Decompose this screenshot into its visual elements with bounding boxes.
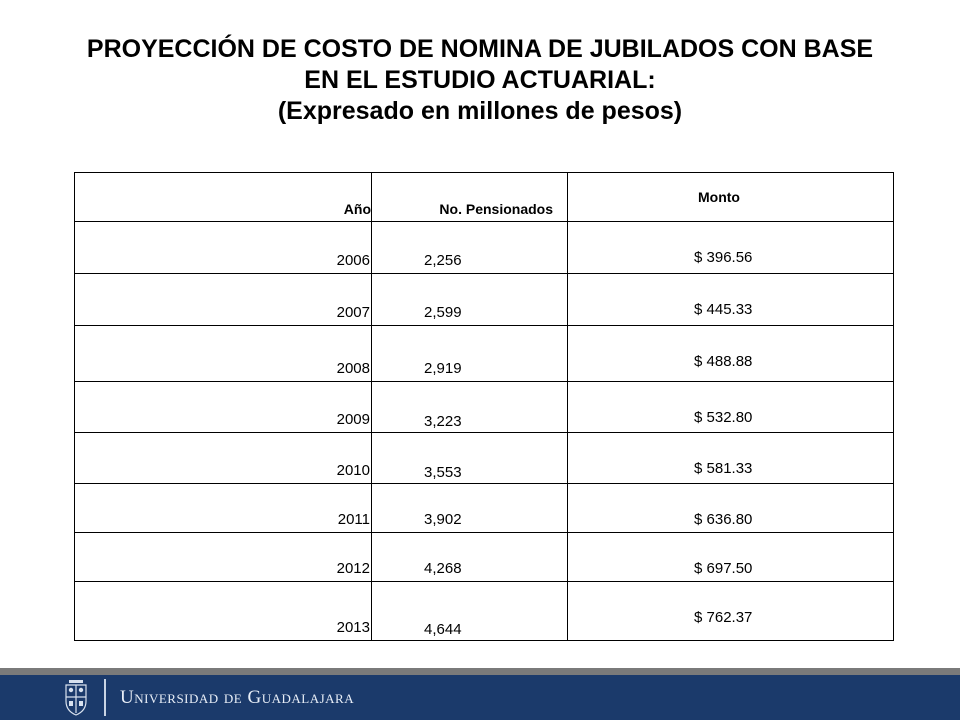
cell-monto: $ 396.56	[567, 221, 894, 274]
cell-year: 2012	[74, 532, 372, 582]
cell-year: 2010	[74, 432, 372, 484]
cell-pensionados: 2,599	[371, 273, 568, 326]
table-row: 2013 4,644 $ 762.37	[74, 581, 894, 641]
table-row: 2008 2,919 $ 488.88	[74, 325, 894, 382]
cell-monto: $ 762.37	[567, 581, 894, 641]
cell-pensionados: 3,553	[371, 432, 568, 484]
projection-table: Año No. Pensionados Monto 2006 2,256 $ 3…	[74, 172, 894, 641]
cell-pensionados: 2,919	[371, 325, 568, 382]
footer-divider	[104, 679, 106, 716]
cell-monto: $ 488.88	[567, 325, 894, 382]
cell-year: 2006	[74, 221, 372, 274]
footer-rule	[0, 668, 960, 675]
cell-pensionados: 3,902	[371, 483, 568, 533]
cell-pensionados: 2,256	[371, 221, 568, 274]
header-monto: Monto	[567, 172, 894, 222]
table-row: 2011 3,902 $ 636.80	[74, 483, 894, 533]
footer-bar	[0, 675, 960, 720]
table-row: 2007 2,599 $ 445.33	[74, 273, 894, 326]
table-row: 2006 2,256 $ 396.56	[74, 221, 894, 274]
cell-monto: $ 697.50	[567, 532, 894, 582]
cell-monto: $ 532.80	[567, 381, 894, 433]
cell-year: 2013	[74, 581, 372, 641]
cell-pensionados: 4,644	[371, 581, 568, 641]
table-row: 2012 4,268 $ 697.50	[74, 532, 894, 582]
cell-pensionados: 4,268	[371, 532, 568, 582]
header-pensionados: No. Pensionados	[371, 172, 568, 222]
table-header-row: Año No. Pensionados Monto	[74, 172, 894, 222]
cell-year: 2009	[74, 381, 372, 433]
cell-pensionados: 3,223	[371, 381, 568, 433]
university-name: Universidad de Guadalajara	[120, 687, 355, 708]
cell-year: 2008	[74, 325, 372, 382]
title-line-2: EN EL ESTUDIO ACTUARIAL:	[304, 66, 656, 94]
cell-year: 2007	[74, 273, 372, 326]
table-row: 2010 3,553 $ 581.33	[74, 432, 894, 484]
header-year: Año	[74, 172, 372, 222]
table-row: 2009 3,223 $ 532.80	[74, 381, 894, 433]
cell-monto: $ 581.33	[567, 432, 894, 484]
title-line-3: (Expresado en millones de pesos)	[277, 97, 683, 125]
cell-monto: $ 636.80	[567, 483, 894, 533]
cell-monto: $ 445.33	[567, 273, 894, 326]
university-seal-icon	[65, 680, 87, 716]
cell-year: 2011	[74, 483, 372, 533]
page-title: PROYECCIÓN DE COSTO DE NOMINA DE JUBILAD…	[0, 34, 960, 127]
title-line-1: PROYECCIÓN DE COSTO DE NOMINA DE JUBILAD…	[86, 35, 874, 63]
